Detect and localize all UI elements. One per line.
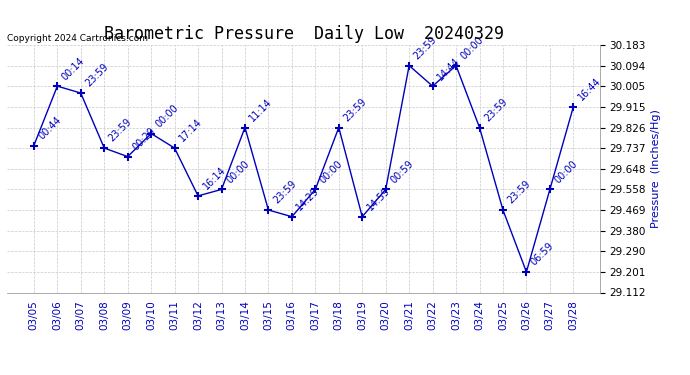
Text: 23:59: 23:59 — [482, 96, 509, 123]
Text: 23:59: 23:59 — [412, 34, 439, 62]
Text: 00:00: 00:00 — [154, 103, 181, 129]
Text: 23:59: 23:59 — [342, 96, 368, 123]
Text: 00:14: 00:14 — [60, 55, 87, 82]
Text: 23:59: 23:59 — [271, 179, 298, 206]
Y-axis label: Pressure  (Inches/Hg): Pressure (Inches/Hg) — [651, 110, 662, 228]
Text: 00:59: 00:59 — [388, 159, 415, 185]
Text: 00:00: 00:00 — [318, 159, 345, 185]
Title: Barometric Pressure  Daily Low  20240329: Barometric Pressure Daily Low 20240329 — [104, 26, 504, 44]
Text: 14:44: 14:44 — [435, 55, 462, 82]
Text: 14:59: 14:59 — [365, 186, 392, 213]
Text: 00:00: 00:00 — [553, 159, 580, 185]
Text: 23:59: 23:59 — [506, 179, 533, 206]
Text: 00:00: 00:00 — [459, 35, 486, 62]
Text: 16:44: 16:44 — [576, 76, 603, 103]
Text: 17:14: 17:14 — [177, 117, 204, 144]
Text: 16:14: 16:14 — [201, 165, 228, 192]
Text: Copyright 2024 Cartronics.com: Copyright 2024 Cartronics.com — [7, 33, 148, 42]
Text: 06:59: 06:59 — [529, 241, 556, 268]
Text: 00:44: 00:44 — [37, 115, 63, 141]
Text: 11:14: 11:14 — [248, 97, 275, 123]
Text: 00:29: 00:29 — [130, 126, 157, 153]
Text: 00:00: 00:00 — [224, 159, 251, 185]
Text: 23:59: 23:59 — [107, 117, 134, 144]
Text: 23:59: 23:59 — [83, 62, 110, 89]
Text: 14:29: 14:29 — [295, 186, 322, 213]
